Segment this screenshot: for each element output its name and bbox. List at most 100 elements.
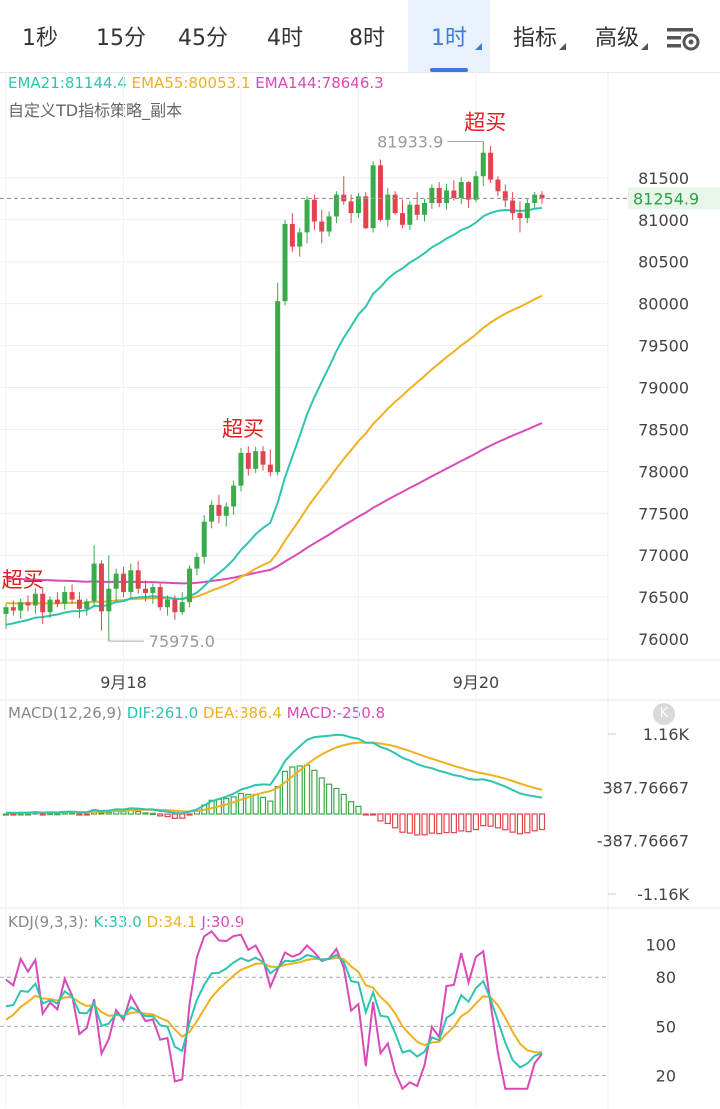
tab-4h[interactable]: 4时 [244, 0, 326, 72]
overbought-signal: 超买 [2, 568, 44, 592]
price-tick-label: 78000 [638, 462, 689, 481]
macd-histogram-bar [450, 813, 457, 834]
macd-histogram-bar [487, 813, 494, 827]
strategy-name: 自定义TD指标策略_副本 [8, 101, 183, 120]
macd-histogram-bar [157, 813, 164, 817]
candle-body [201, 521, 207, 557]
candle-body [275, 301, 281, 473]
macd-histogram-bar [392, 813, 399, 829]
candle-body [488, 152, 494, 180]
candle-body [69, 592, 75, 600]
price-tick-label: 76500 [638, 588, 689, 607]
ema21-line [5, 206, 543, 626]
macd-histogram-bar [2, 813, 10, 816]
price-tick-label: 80000 [638, 295, 689, 314]
macd-histogram-bar [171, 813, 178, 819]
chart-settings-icon[interactable] [664, 20, 704, 56]
macd-histogram-bar [311, 769, 318, 815]
ema144-legend: EMA144:78646.3 [255, 74, 384, 92]
candle-body [385, 194, 391, 220]
tab-45m[interactable]: 45分 [162, 0, 244, 72]
macd-histogram-bar [509, 813, 516, 833]
candle-body [444, 190, 450, 204]
macd-histogram-bar [340, 793, 347, 815]
tab-label: 指标 [512, 26, 557, 51]
tab-advanced[interactable]: 高级 [578, 0, 656, 72]
macd-histogram-bar [54, 813, 61, 816]
macd-histogram-bar [465, 813, 472, 833]
candle-body [326, 216, 332, 232]
tab-1h[interactable]: 1时 [408, 0, 490, 72]
macd-histogram-bar [325, 783, 333, 815]
current-price-tag [628, 187, 720, 210]
candle-body [260, 451, 266, 465]
tab-8h[interactable]: 8时 [326, 0, 408, 72]
candle-body [157, 587, 163, 608]
chart-canvas[interactable]: 76000 76500 77000 77500 78000 78500 79000 79500… [0, 72, 720, 1109]
kdj-tick-label: 20 [656, 1067, 676, 1086]
macd-histogram-bar [24, 813, 32, 816]
macd-histogram-bar [135, 810, 142, 815]
kdj-tick-label: 50 [656, 1017, 676, 1036]
candle-body [47, 599, 53, 613]
macd-histogram-bar [384, 813, 391, 825]
kdj-k-line [5, 953, 543, 1069]
candle-body [120, 573, 126, 593]
candle-body [128, 570, 134, 593]
d-legend: D:34.1 [146, 913, 197, 931]
macd-histogram-bar [377, 813, 384, 822]
candle-body [399, 213, 405, 225]
candle-body [517, 213, 523, 219]
macd-tick-label: 387.76667 [602, 778, 689, 797]
indicator-k-button[interactable]: K [653, 703, 675, 725]
macd-histogram-bar [531, 813, 538, 832]
macd-histogram-bar [414, 813, 421, 836]
macd-histogram-bar [524, 813, 531, 834]
macd-histogram-bar [480, 813, 487, 827]
price-tick-label: 80500 [638, 253, 689, 272]
ema21-legend: EMA21:81144.4 [8, 74, 127, 92]
candle-body [143, 588, 149, 593]
candle-body [135, 570, 141, 589]
dropdown-triangle-icon [475, 43, 482, 50]
candle-body [150, 587, 156, 593]
ema55-line [5, 294, 543, 605]
price-tick-label: 79000 [638, 379, 689, 398]
macd-histogram-bar [267, 800, 274, 815]
candle-body [414, 204, 420, 215]
macd-histogram-bar [347, 801, 355, 815]
macd-histogram-bar [76, 813, 83, 816]
macd-histogram-bar [223, 797, 230, 815]
ema-legend: EMA21:81144.4 EMA55:80053.1 EMA144:78646… [8, 74, 384, 92]
candle-body [458, 182, 464, 199]
macd-histogram-bar [17, 813, 24, 816]
tab-indicators[interactable]: 指标 [496, 0, 574, 72]
macd-histogram-bar [149, 812, 156, 815]
macd-histogram-bar [502, 813, 509, 831]
overbought-signal: 超买 [222, 417, 264, 441]
macd-histogram-bar [281, 770, 289, 815]
kdj-tick-label: 100 [645, 935, 676, 954]
candle-body [539, 194, 545, 199]
tab-15m[interactable]: 15分 [80, 0, 162, 72]
candle-body [311, 199, 317, 222]
tab-label: 15分 [96, 26, 146, 51]
tab-label: 1时 [431, 26, 467, 51]
ema55-legend: EMA55:80053.1 [131, 74, 251, 92]
macd-tick-label: -1.16K [637, 885, 689, 904]
candle-body [377, 165, 383, 220]
kdj-tick-label: 80 [656, 968, 676, 987]
kdj-params: KDJ(9,3,3): [8, 913, 89, 931]
low-price-label: 75975.0 [149, 632, 215, 651]
dropdown-triangle-icon [559, 43, 566, 50]
dif-line [5, 733, 543, 815]
candle-body [466, 182, 472, 200]
candle-body [238, 452, 244, 486]
macd-histogram-bar [274, 786, 281, 815]
tab-1s[interactable]: 1秒 [0, 0, 80, 72]
candle-body [40, 593, 46, 613]
macd-histogram-bar [436, 813, 443, 835]
candle-body [495, 179, 501, 192]
k-legend: K:33.0 [93, 913, 142, 931]
candle-body [473, 176, 479, 200]
